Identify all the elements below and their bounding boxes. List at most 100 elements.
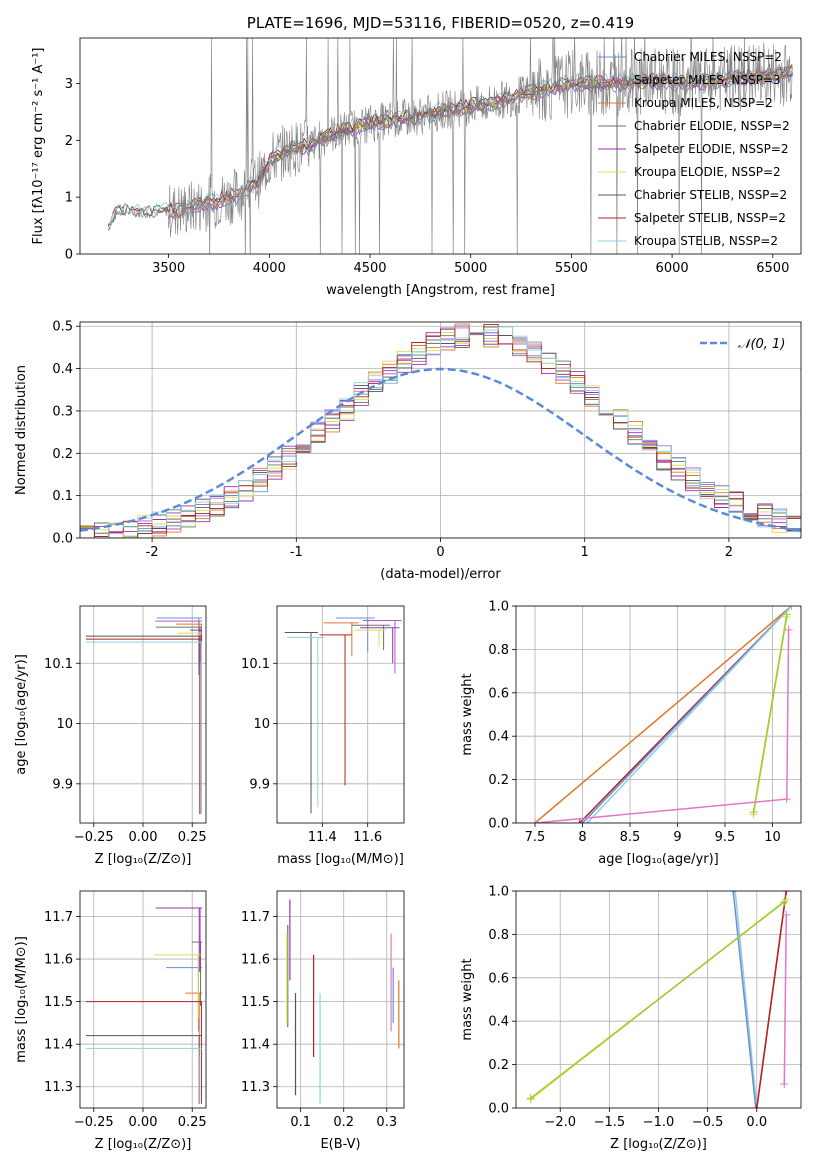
x-axis-label: mass [log₁₀(M/M⊙)] — [277, 852, 404, 867]
plot-area — [80, 606, 206, 823]
x-tick-label: 0.25 — [178, 830, 207, 845]
chart-title: PLATE=1696, MJD=53116, FIBERID=0520, z=0… — [247, 14, 634, 32]
x-tick-label: 0.00 — [129, 1115, 158, 1130]
x-tick-label: 5000 — [454, 261, 487, 276]
x-tick-label: 0.2 — [333, 1115, 354, 1130]
y-tick-label: 0.0 — [488, 817, 509, 832]
y-tick-label: 11.6 — [241, 953, 270, 968]
panel-mass_weight_vs_Z: −2.0 −1.5 −1.0 −0.5 0.0 0.0 0.2 0.4 0.6 0.8 1.0 Z [… — [460, 885, 802, 1152]
weight-marker — [583, 819, 592, 823]
x-tick-label: 6000 — [656, 261, 689, 276]
legend: Chabrier MILES, NSSP=2 Salpeter MILES, NS… — [598, 50, 790, 248]
x-tick-label: −1.5 — [594, 1115, 626, 1130]
weight-line — [534, 629, 790, 823]
plot-area — [80, 322, 801, 538]
legend-label: Kroupa ELODIE, NSSP=2 — [634, 165, 781, 179]
x-tick-label: −0.25 — [74, 830, 114, 845]
y-tick-label: 1 — [65, 191, 73, 206]
axes-frame — [79, 321, 802, 539]
legend-label: Salpeter STELIB, NSSP=2 — [634, 211, 786, 225]
y-tick-label: 11.7 — [241, 910, 270, 925]
y-tick-label: 0.1 — [52, 489, 73, 504]
x-tick-label: -1 — [290, 545, 303, 560]
y-tick-label: 0.2 — [488, 1058, 509, 1073]
x-axis-label: Z [log₁₀(Z/Z⊙)] — [610, 1137, 707, 1152]
y-axis-label: age [log₁₀(age/yr)] — [14, 654, 29, 775]
plot-area — [80, 891, 206, 1108]
weight-marker — [578, 819, 587, 823]
weight-marker — [752, 1104, 761, 1108]
y-tick-label: 3 — [65, 77, 73, 92]
weight-marker — [751, 1104, 760, 1108]
axes-frame — [79, 890, 207, 1109]
x-tick-label: −1.0 — [643, 1115, 675, 1130]
legend-label: Kroupa STELIB, NSSP=2 — [634, 234, 778, 248]
x-tick-label: 8 — [578, 830, 586, 845]
x-tick-label: 7.5 — [525, 830, 546, 845]
x-axis-label: (data-model)/error — [380, 567, 501, 582]
x-tick-label: 0 — [436, 545, 444, 560]
y-tick-label: 0 — [65, 248, 73, 263]
panel-age_vs_mass: 11.4 11.6 9.9 10 10.1 mass [log₁₀(M/M⊙)] — [241, 605, 405, 867]
axes-frame — [79, 605, 207, 824]
weight-line — [752, 614, 788, 813]
legend-label: Chabrier ELODIE, NSSP=2 — [634, 119, 790, 133]
axes-frame — [79, 37, 802, 255]
y-tick-label: 0.0 — [488, 1102, 509, 1117]
weight-line — [534, 606, 792, 823]
panel-spectrum: 3500 4000 4500 5000 5500 6000 6500 0 1 2 3 waveleng… — [31, 14, 802, 298]
axes-frame — [515, 605, 802, 824]
axes-frame — [276, 605, 405, 824]
plot-area — [277, 606, 404, 823]
x-tick-label: 9.5 — [715, 830, 736, 845]
panel-mass_vs_Z: −0.25 0.00 0.25 11.3 11.4 11.5 11.6 11.7 Z [log₁… — [14, 890, 207, 1152]
x-tick-label: 3500 — [152, 261, 185, 276]
y-tick-label: 1.0 — [488, 600, 509, 615]
x-tick-label: −0.5 — [692, 1115, 724, 1130]
x-axis-label: age [log₁₀(age/yr)] — [598, 852, 719, 867]
weight-marker — [731, 891, 740, 895]
histogram-step — [80, 326, 801, 538]
x-tick-label: 11.4 — [308, 830, 337, 845]
weight-marker — [729, 891, 738, 895]
plot-area — [516, 606, 801, 823]
y-tick-label: 11.7 — [44, 910, 73, 925]
x-tick-label: 4000 — [253, 261, 286, 276]
x-axis-label: Z [log₁₀(Z/Z⊙)] — [95, 1137, 192, 1152]
panel-residuals: -2 -1 0 1 2 0.0 0.1 0.2 0.3 0.4 0.5 (data-model)/er… — [14, 320, 802, 582]
x-tick-label: 0.3 — [376, 1115, 397, 1130]
legend-label: Salpeter ELODIE, NSSP=2 — [634, 142, 789, 156]
y-axis-label: mass weight — [460, 958, 475, 1040]
x-tick-label: -2 — [146, 545, 159, 560]
y-tick-label: 0.4 — [488, 1015, 509, 1030]
y-tick-label: 10 — [253, 717, 270, 732]
weight-line — [734, 891, 758, 1108]
plot-area — [516, 891, 801, 1108]
x-tick-label: −2.0 — [544, 1115, 576, 1130]
x-tick-label: 0.0 — [746, 1115, 767, 1130]
y-tick-label: 10 — [56, 717, 73, 732]
x-axis-label: E(B-V) — [320, 1137, 360, 1152]
y-tick-label: 11.4 — [241, 1038, 270, 1053]
weight-line — [732, 891, 757, 1108]
weight-line — [530, 901, 785, 1099]
weight-marker — [782, 910, 791, 919]
x-tick-label: 9 — [673, 830, 681, 845]
y-tick-label: 0.4 — [52, 362, 73, 377]
x-tick-label: 8.5 — [620, 830, 641, 845]
legend-label: Chabrier STELIB, NSSP=2 — [634, 188, 787, 202]
y-tick-label: 9.9 — [249, 777, 270, 792]
y-tick-label: 0.5 — [52, 320, 73, 335]
normal-curve — [80, 367, 801, 532]
legend-label: Kroupa MILES, NSSP=2 — [634, 96, 773, 110]
panel-mass_vs_ebv: 0.1 0.2 0.3 11.3 11.4 11.5 11.6 11.7 E(B-V) — [241, 890, 405, 1152]
weight-marker — [787, 606, 796, 610]
weight-marker — [575, 819, 584, 823]
y-tick-label: 0.2 — [52, 447, 73, 462]
axes-frame — [515, 890, 802, 1109]
legend-label: Salpeter MILES, NSSP=3 — [634, 73, 781, 87]
weight-marker — [782, 795, 791, 804]
legend-label: Chabrier MILES, NSSP=2 — [634, 50, 782, 64]
axes-frame — [276, 890, 405, 1109]
y-tick-label: 11.3 — [241, 1080, 270, 1095]
